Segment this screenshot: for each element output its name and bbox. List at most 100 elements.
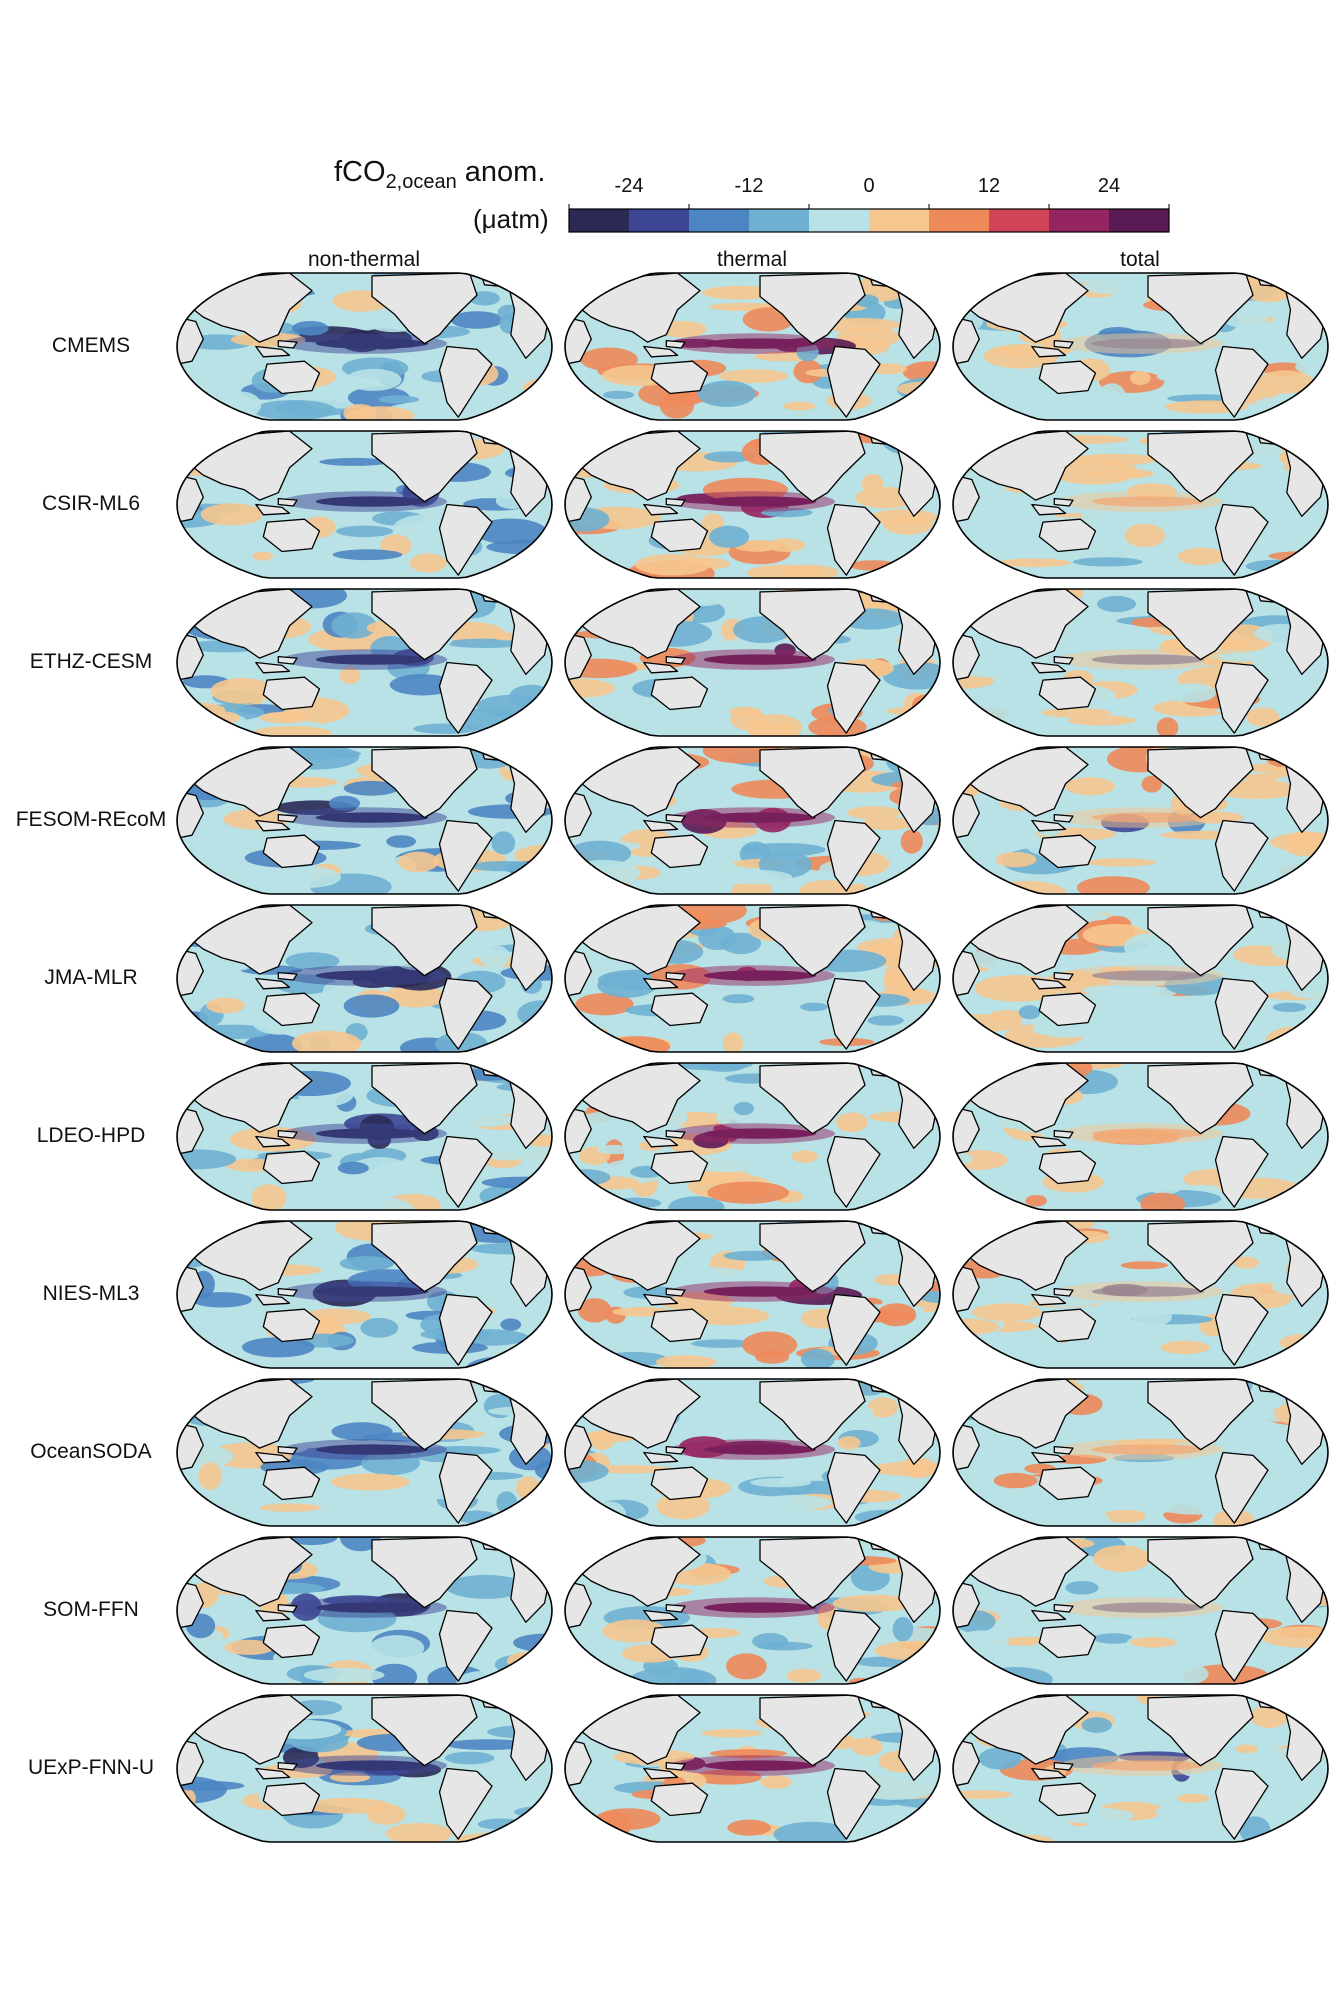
land-mass <box>1038 1782 1097 1817</box>
anomaly-patch <box>742 1331 798 1359</box>
anomaly-patch <box>659 391 695 419</box>
land-mass <box>565 316 592 365</box>
anomaly-patch <box>953 1318 999 1335</box>
anomaly-patch <box>489 747 552 761</box>
anomaly-patch <box>177 747 235 755</box>
anomaly-patch <box>1246 707 1280 727</box>
anomaly-patch <box>382 985 448 1008</box>
land-mass <box>255 1293 291 1306</box>
anomaly-patch <box>456 1670 518 1684</box>
map-frame <box>176 1062 553 1211</box>
equatorial-anomaly-halo <box>1058 807 1223 828</box>
anomaly-patch <box>206 997 245 1014</box>
anomaly-patch <box>597 972 657 998</box>
anomaly-patch <box>1311 590 1328 616</box>
anomaly-patch <box>576 1697 625 1708</box>
land-mass <box>277 655 298 665</box>
land-mass <box>177 1580 204 1629</box>
anomaly-patch <box>177 558 203 573</box>
land-mass <box>177 1422 204 1471</box>
anomaly-patch <box>1292 396 1328 410</box>
land-mass <box>643 345 679 358</box>
map-frame <box>952 430 1329 579</box>
anomaly-patch <box>861 817 916 830</box>
anomaly-patch <box>1278 1702 1328 1716</box>
land-mass <box>177 948 204 997</box>
anomaly-patch <box>611 1791 640 1814</box>
anomaly-patch <box>474 769 495 779</box>
anomaly-patch <box>953 1661 997 1682</box>
land-mass <box>1031 1767 1067 1780</box>
anomaly-patch <box>319 457 390 466</box>
equatorial-anomaly-halo <box>670 649 835 670</box>
anomaly-patch <box>177 1826 211 1835</box>
anomaly-patch <box>886 1063 940 1075</box>
anomaly-patch <box>343 994 400 1018</box>
anomaly-patch <box>800 1002 828 1012</box>
land-mass <box>1147 431 1254 503</box>
anomaly-patch <box>900 829 923 854</box>
colorbar-swatch <box>629 209 690 232</box>
anomaly-patch <box>565 1026 608 1037</box>
anomaly-patch <box>1065 623 1092 643</box>
map-frame <box>952 272 1329 421</box>
land-mass <box>826 819 881 892</box>
row-label: LDEO-HPD <box>36 1124 146 1147</box>
anomaly-patch <box>1250 1705 1288 1728</box>
land-mass <box>262 1308 321 1343</box>
land-mass <box>565 1264 592 1313</box>
land-mass <box>371 589 478 661</box>
anomaly-patch <box>920 923 940 946</box>
anomaly-patch <box>697 380 756 407</box>
map-frame <box>952 1694 1329 1843</box>
anomaly-patch <box>1130 370 1151 386</box>
colorbar-tick: -24 <box>614 175 644 197</box>
anomaly-patch <box>709 525 750 548</box>
anomaly-patch <box>701 1729 763 1738</box>
anomaly-patch <box>889 561 940 578</box>
anomaly-patch <box>496 1491 517 1514</box>
anomaly-patch <box>1087 858 1156 867</box>
land-mass <box>643 1609 679 1622</box>
equatorial-anomaly-halo <box>670 807 835 828</box>
land-mass <box>643 1293 679 1306</box>
anomaly-patch <box>575 993 634 1016</box>
land-mass <box>1031 977 1067 990</box>
land-mass <box>255 1451 291 1464</box>
land-mass <box>262 1150 321 1185</box>
anomaly-patch <box>722 1032 744 1052</box>
anomaly-patch <box>565 402 633 412</box>
anomaly-patch <box>791 1150 819 1163</box>
land-mass <box>1147 273 1254 345</box>
anomaly-patch <box>688 1158 771 1173</box>
anomaly-patch <box>328 795 361 811</box>
map-panel <box>564 1694 941 1843</box>
colorbar-title: fCO2,ocean anom. <box>334 156 546 193</box>
map-frame <box>564 904 941 1053</box>
map-panel <box>176 272 553 421</box>
anomaly-patch <box>445 1739 531 1750</box>
anomaly-patch <box>1245 559 1312 573</box>
anomaly-patch <box>1081 1717 1112 1733</box>
anomaly-patch <box>1124 523 1166 548</box>
anomaly-patch <box>273 866 341 888</box>
map-panel <box>952 272 1329 421</box>
anomaly-patch <box>1041 708 1112 718</box>
anomaly-patch <box>510 559 552 578</box>
anomaly-patch <box>602 390 635 399</box>
colorbar-swatch <box>1049 209 1110 232</box>
anomaly-patch <box>569 396 595 415</box>
land-mass <box>438 1767 493 1840</box>
anomaly-patch <box>479 1185 530 1207</box>
map-frame <box>176 1378 553 1527</box>
anomaly-patch <box>224 1639 274 1655</box>
row-label: CMEMS <box>51 334 131 357</box>
anomaly-patch <box>1250 1434 1293 1457</box>
equatorial-anomaly-halo <box>1058 965 1223 986</box>
land-mass <box>1214 345 1269 418</box>
land-mass <box>665 813 686 823</box>
anomaly-patch <box>953 1470 1004 1485</box>
anomaly-patch <box>1018 1005 1041 1020</box>
anomaly-patch <box>1167 394 1238 403</box>
